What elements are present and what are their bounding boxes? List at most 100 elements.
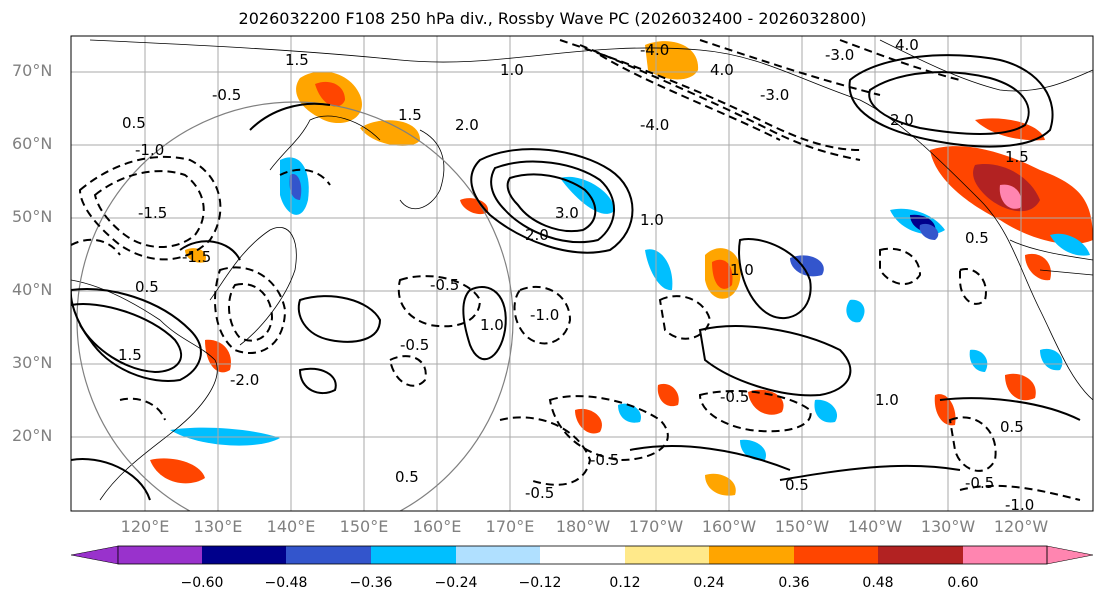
map-title: 2026032200 F108 250 hPa div., Rossby Wav… — [238, 9, 867, 28]
div-patch — [999, 184, 1022, 209]
contour-label: -1.0 — [1005, 496, 1034, 514]
colorbar-bin — [878, 546, 963, 564]
contour-label: 1.0 — [640, 211, 664, 229]
contour-label: -1.0 — [135, 141, 164, 159]
lat-label-30n: 30°N — [12, 353, 53, 372]
contour-labels: 0.5 -1.0 -1.5 -1.5 -0.5 0.5 1.5 -2.0 -0.… — [118, 36, 1034, 514]
contour-label: 0.5 — [965, 229, 989, 247]
contour-label: 0.5 — [122, 114, 146, 132]
colorbar-tick: 0.48 — [862, 575, 894, 591]
contour-label: 1.0 — [875, 391, 899, 409]
colorbar-tick: −0.36 — [349, 575, 393, 591]
lon-label: 170°E — [485, 517, 535, 536]
contour-label: -3.0 — [760, 86, 789, 104]
lon-label: 140°E — [266, 517, 316, 536]
colorbar-right-extend — [1046, 545, 1094, 565]
colorbar-tick: −0.12 — [518, 575, 562, 591]
contour-label: 2.0 — [890, 111, 914, 129]
lat-label-70n: 70°N — [12, 61, 53, 80]
div-patch — [919, 223, 939, 240]
lon-label: 160°W — [701, 517, 757, 536]
lon-label: 180°W — [555, 517, 611, 536]
contour-label: -0.5 — [965, 474, 994, 492]
div-patch — [618, 403, 641, 423]
div-patch — [1050, 233, 1090, 256]
div-patch — [315, 81, 345, 107]
div-patch — [560, 176, 615, 214]
contour-label: -1.5 — [182, 248, 211, 266]
lon-label: 150°E — [339, 517, 389, 536]
contour-label: 2.0 — [525, 226, 549, 244]
lon-label: 170°W — [628, 517, 684, 536]
colorbar-left-extend — [70, 545, 119, 565]
div-patch — [712, 259, 733, 289]
lat-label-40n: 40°N — [12, 280, 53, 299]
lon-label: 130°E — [193, 517, 243, 536]
div-patch — [150, 458, 205, 484]
contour-label: 0.5 — [135, 278, 159, 296]
div-patch — [185, 248, 206, 263]
div-patch — [969, 349, 988, 372]
colorbar-bin — [456, 546, 540, 564]
contour-label: 2.0 — [455, 116, 479, 134]
contour-label: -3.0 — [825, 46, 854, 64]
lon-label: 120°W — [993, 517, 1049, 536]
colorbar-frame — [117, 545, 1048, 565]
contour-label: 1.0 — [500, 61, 524, 79]
colorbar — [70, 545, 1094, 565]
contour-label: -0.5 — [400, 336, 429, 354]
colorbar-bin — [963, 546, 1047, 564]
contour-label: -2.0 — [230, 371, 259, 389]
colorbar-bin — [540, 546, 625, 564]
lat-label-20n: 20°N — [12, 426, 53, 445]
colorbar-bin — [794, 546, 878, 564]
contour-label: -0.5 — [430, 276, 459, 294]
divergence-fills — [150, 41, 1093, 496]
contour-label: 0.5 — [785, 476, 809, 494]
div-patch — [1025, 253, 1051, 281]
div-patch — [814, 399, 838, 423]
div-patch — [360, 120, 420, 146]
graticule — [71, 36, 1093, 511]
contour-label: 0.5 — [1000, 418, 1024, 436]
lat-label-50n: 50°N — [12, 207, 53, 226]
div-patch — [1005, 373, 1036, 401]
contour-label: 4.0 — [895, 36, 919, 54]
contour-label: 1.0 — [480, 316, 504, 334]
map-frame — [70, 35, 1094, 512]
colorbar-bin — [118, 546, 202, 564]
div-patch — [657, 383, 679, 407]
colorbar-bin — [371, 546, 456, 564]
lon-label: 130°W — [920, 517, 976, 536]
contour-label: -1.0 — [530, 306, 559, 324]
contour-label: 1.5 — [118, 346, 142, 364]
solid-contours — [71, 54, 1081, 501]
contour-label: 4.0 — [710, 61, 734, 79]
lon-label: 120°E — [120, 517, 170, 536]
colorbar-tick: −0.24 — [434, 575, 478, 591]
colorbar-bin — [202, 546, 286, 564]
contour-label: 1.5 — [1005, 148, 1029, 166]
colorbar-tick: 0.12 — [609, 575, 641, 591]
lon-label: 140°W — [847, 517, 903, 536]
contour-label: -0.5 — [720, 388, 749, 406]
div-patch — [575, 408, 602, 434]
contour-label: 1.5 — [398, 106, 422, 124]
contour-label: -0.5 — [525, 484, 554, 502]
colorbar-tick: −0.48 — [264, 575, 308, 591]
contour-label: -0.5 — [212, 86, 241, 104]
colorbar-tick: 0.24 — [693, 575, 725, 591]
colorbar-tick: 0.60 — [947, 575, 979, 591]
contour-label: 1.5 — [285, 51, 309, 69]
div-patch — [289, 174, 302, 200]
contour-label: 1.0 — [730, 261, 754, 279]
contour-label: -1.5 — [138, 204, 167, 222]
colorbar-bin — [625, 546, 709, 564]
lat-label-60n: 60°N — [12, 134, 53, 153]
div-patch — [748, 389, 784, 415]
div-patch — [460, 198, 489, 215]
colorbar-tick: −0.60 — [180, 575, 224, 591]
map-area: 0.5 -1.0 -1.5 -1.5 -0.5 0.5 1.5 -2.0 -0.… — [71, 36, 1093, 514]
contour-label: -4.0 — [640, 116, 669, 134]
